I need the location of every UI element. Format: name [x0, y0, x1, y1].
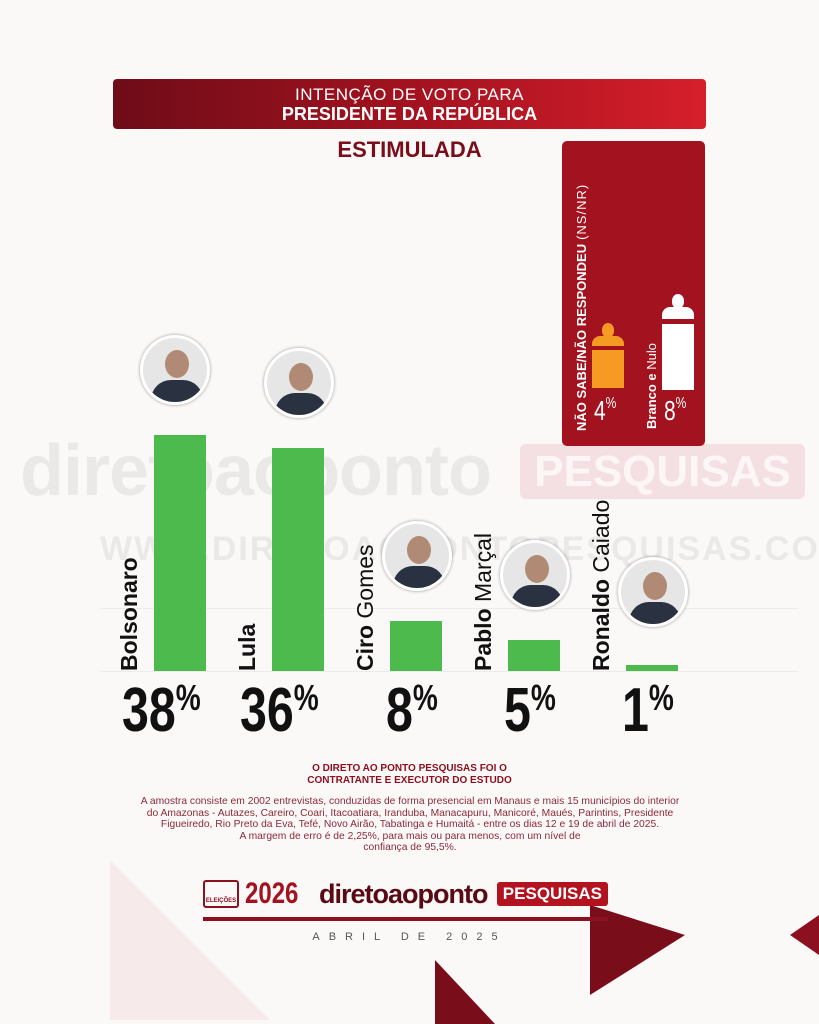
footer-headline: O DIRETO AO PONTO PESQUISAS FOI O CONTRA…: [307, 763, 512, 786]
methodology-text: A amostra consiste em 2002 entrevistas, …: [140, 796, 680, 854]
ns-bar: [592, 350, 624, 388]
label-ciro-gomes: Ciro Gomes: [352, 544, 378, 671]
photo-pablo-mar-al: [500, 540, 570, 610]
label-bolsonaro: Bolsonaro: [116, 557, 142, 671]
value-label-ronaldo-caiado: 1%: [622, 676, 674, 745]
logo-year: 2026: [245, 877, 299, 910]
watermark-brand: diretoaoponto: [20, 431, 492, 511]
decor-triangle: [790, 915, 819, 955]
watermark-url: WWW.DIRETOAOPONTOPESQUISAS.COM.BR: [100, 530, 819, 568]
methodology-sample: A amostra consiste em 2002 entrevistas, …: [140, 796, 680, 831]
photo-lula: [264, 347, 334, 418]
blank-null-value: 8%: [664, 395, 687, 426]
methodology-margin: A margem de erro é de 2,25%, para mais o…: [239, 830, 581, 854]
ns-nr-label: NÃO SABE/NÃO RESPONDEU (NS/NR): [574, 151, 589, 431]
publication-date: ABRIL DE 2025: [312, 931, 507, 943]
label-lula: Lula: [234, 623, 260, 671]
bar-bolsonaro: [154, 435, 206, 671]
value-label-pablo-mar-al: 5%: [504, 676, 556, 745]
brand-logo: ELEIÇÕES 2026 diretoaoponto PESQUISAS: [203, 876, 608, 912]
ns-nr-abbr: (NS/NR): [574, 183, 589, 240]
blank-null-bar: [662, 324, 694, 390]
decor-triangle: [110, 860, 270, 1020]
blank-null-label: Branco e Nulo: [644, 342, 659, 429]
value-label-lula: 36%: [240, 676, 319, 745]
value-label-bolsonaro: 38%: [122, 676, 201, 745]
title-line-1: INTENÇÃO DE VOTO PARA: [294, 85, 525, 104]
ballot-box-icon: ELEIÇÕES: [203, 880, 239, 908]
photo-ronaldo-caiado: [618, 556, 688, 627]
logo-tag: PESQUISAS: [496, 882, 608, 906]
photo-bolsonaro: [140, 335, 210, 406]
bar-ronaldo-caiado: [626, 664, 678, 671]
bar-ciro-gomes: [390, 621, 442, 671]
photo-ciro-gomes: [382, 521, 452, 592]
chart-title-banner: INTENÇÃO DE VOTO PARA PRESIDENTE DA REPÚ…: [113, 79, 706, 129]
value-label-ciro-gomes: 8%: [386, 676, 438, 745]
label-ronaldo-caiado: Ronaldo Caiado: [588, 499, 614, 671]
ns-nr-title: NÃO SABE/NÃO RESPONDEU: [574, 243, 589, 431]
label-pablo-mar-al: Pablo Marçal: [470, 532, 496, 671]
ns-value: 4%: [594, 395, 617, 426]
undecided-panel: NÃO SABE/NÃO RESPONDEU (NS/NR) 4% Branco …: [562, 141, 705, 446]
watermark-tag: PESQUISAS: [520, 444, 805, 499]
logo-divider: [203, 917, 608, 921]
logo-brand: diretoaoponto: [319, 878, 488, 909]
decor-triangle: [435, 960, 495, 1024]
title-line-2: PRESIDENTE DA REPÚBLICA: [281, 104, 538, 124]
bar-lula: [272, 447, 324, 671]
bar-pablo-mar-al: [508, 640, 560, 671]
chart-subtitle: ESTIMULADA: [337, 137, 482, 162]
